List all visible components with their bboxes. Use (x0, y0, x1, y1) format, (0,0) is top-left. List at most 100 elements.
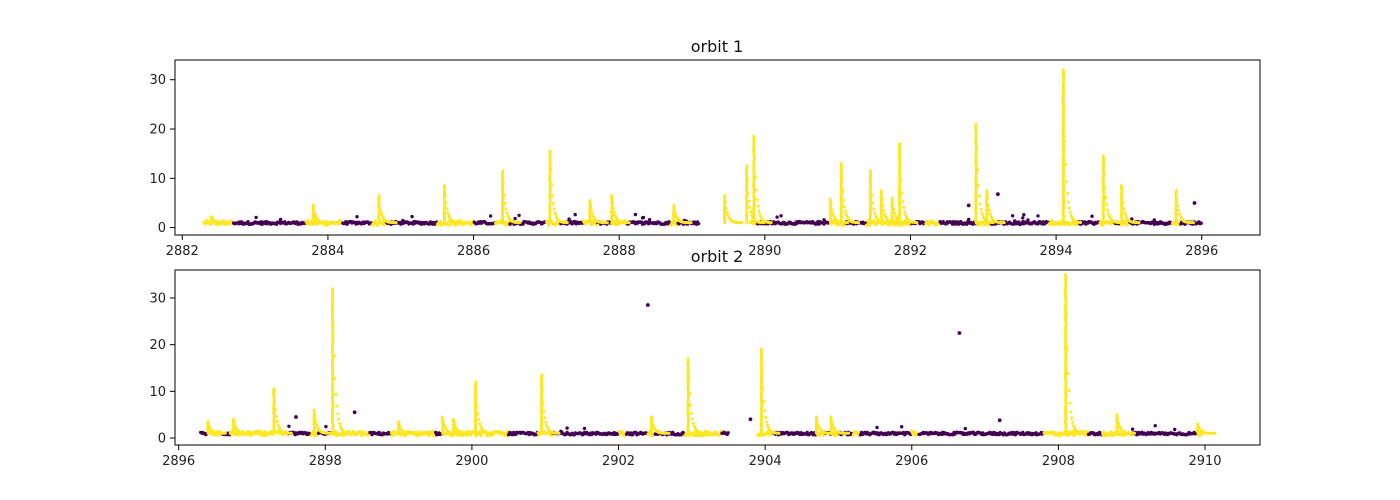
flare-point (829, 415, 833, 419)
flare-point (1177, 209, 1181, 212)
x-tick-label: 2888 (603, 244, 636, 259)
flare-point (841, 189, 845, 193)
x-tick-label: 2894 (1040, 244, 1073, 259)
orbit-2-x-axis: 2896 2898 2900 2902 2904 2906 2908 2910 (162, 445, 1222, 469)
flare-point (1178, 212, 1182, 216)
flare-point (474, 393, 478, 397)
flare-point (1137, 221, 1141, 225)
flare-point (840, 176, 844, 180)
orbit-1-x-axis: 2882 2884 2886 2888 2890 2892 2894 2896 (166, 235, 1218, 259)
flare-point (414, 431, 418, 435)
flare-point (476, 412, 480, 416)
quiet-point (1152, 218, 1157, 222)
flare-point (892, 208, 896, 211)
flare-point (830, 419, 834, 423)
flare-point (754, 188, 758, 192)
flare-point (505, 211, 509, 215)
flare-point (987, 209, 991, 212)
flare-point (542, 409, 546, 413)
flare-point (348, 431, 352, 435)
flare-point (690, 411, 693, 415)
flare-point (759, 347, 763, 351)
flare-point (543, 416, 547, 420)
quiet-point (278, 217, 283, 222)
flare-point (898, 142, 901, 146)
quiet-point (573, 212, 577, 217)
y-tick-label: 20 (149, 123, 166, 138)
flare-point (987, 204, 990, 208)
flare-point (974, 122, 978, 126)
outlier-point (748, 417, 753, 422)
flare-point (1103, 185, 1107, 189)
y-tick-label: 0 (158, 432, 166, 447)
flare-point (749, 210, 753, 214)
flare-point (338, 422, 341, 425)
flare-point (312, 408, 316, 412)
quiet-point (726, 431, 730, 435)
quiet-point (641, 215, 646, 220)
quiet-point (1010, 214, 1015, 218)
flare-point (396, 420, 400, 424)
flare-point (747, 199, 751, 203)
flare-point (832, 431, 836, 435)
flare-point (427, 433, 432, 437)
orbit-1-points (202, 68, 1203, 227)
flare-point (915, 221, 919, 225)
orbit-1-panel: orbit 1 2882 2884 2886 2888 2890 2892 2894 2896… (149, 37, 1261, 259)
flare-point (475, 404, 479, 408)
flare-point (651, 423, 655, 427)
flare-point (232, 417, 235, 421)
flare-point (275, 419, 279, 423)
flare-point (360, 433, 364, 438)
flare-point (830, 208, 834, 212)
flare-point (842, 198, 846, 202)
flare-point (898, 161, 902, 165)
flare-point (762, 400, 766, 403)
flare-point (757, 209, 761, 213)
flare-point (227, 221, 231, 225)
flare-point (1115, 413, 1119, 417)
x-tick-label: 2886 (457, 244, 490, 259)
orbit-2-title: orbit 2 (691, 247, 744, 266)
flare-point (1176, 204, 1180, 208)
flare-point (740, 221, 744, 225)
y-tick-label: 20 (149, 338, 166, 353)
flare-point (445, 207, 449, 211)
quiet-point (567, 217, 571, 221)
orbit-1-y-axis: 0 10 20 30 (149, 73, 175, 236)
y-tick-label: 30 (149, 292, 166, 307)
flare-point (985, 189, 989, 193)
orbit-1-title: orbit 1 (691, 37, 744, 56)
flare-point (612, 206, 615, 210)
quiet-point (582, 426, 587, 431)
flare-point (404, 433, 408, 438)
flare-point (1081, 431, 1085, 435)
flare-point (988, 212, 992, 216)
flare-point (460, 433, 465, 438)
flare-point (552, 207, 556, 211)
flare-point (478, 422, 482, 425)
quiet-point (1090, 214, 1094, 218)
outlier-point (1192, 201, 1197, 205)
outlier-point (996, 192, 1000, 197)
flare-point (1083, 433, 1088, 437)
flare-point (1101, 154, 1105, 158)
flare-point (430, 429, 435, 434)
flare-point (335, 404, 339, 408)
x-tick-label: 2890 (748, 244, 781, 259)
flare-point (1067, 200, 1070, 204)
flare-point (275, 415, 278, 419)
flare-point (815, 415, 819, 419)
flare-point (891, 202, 895, 206)
flare-point (501, 169, 505, 173)
x-tick-label: 2906 (895, 454, 928, 469)
flare-point (469, 431, 473, 435)
orbit-2-points (199, 273, 1217, 438)
x-tick-label: 2904 (749, 454, 782, 469)
flare-point (687, 375, 691, 379)
flare-point (331, 287, 335, 291)
flare-point (769, 221, 773, 225)
flare-point (547, 223, 551, 227)
flare-point (373, 219, 378, 223)
quiet-point (287, 424, 291, 428)
